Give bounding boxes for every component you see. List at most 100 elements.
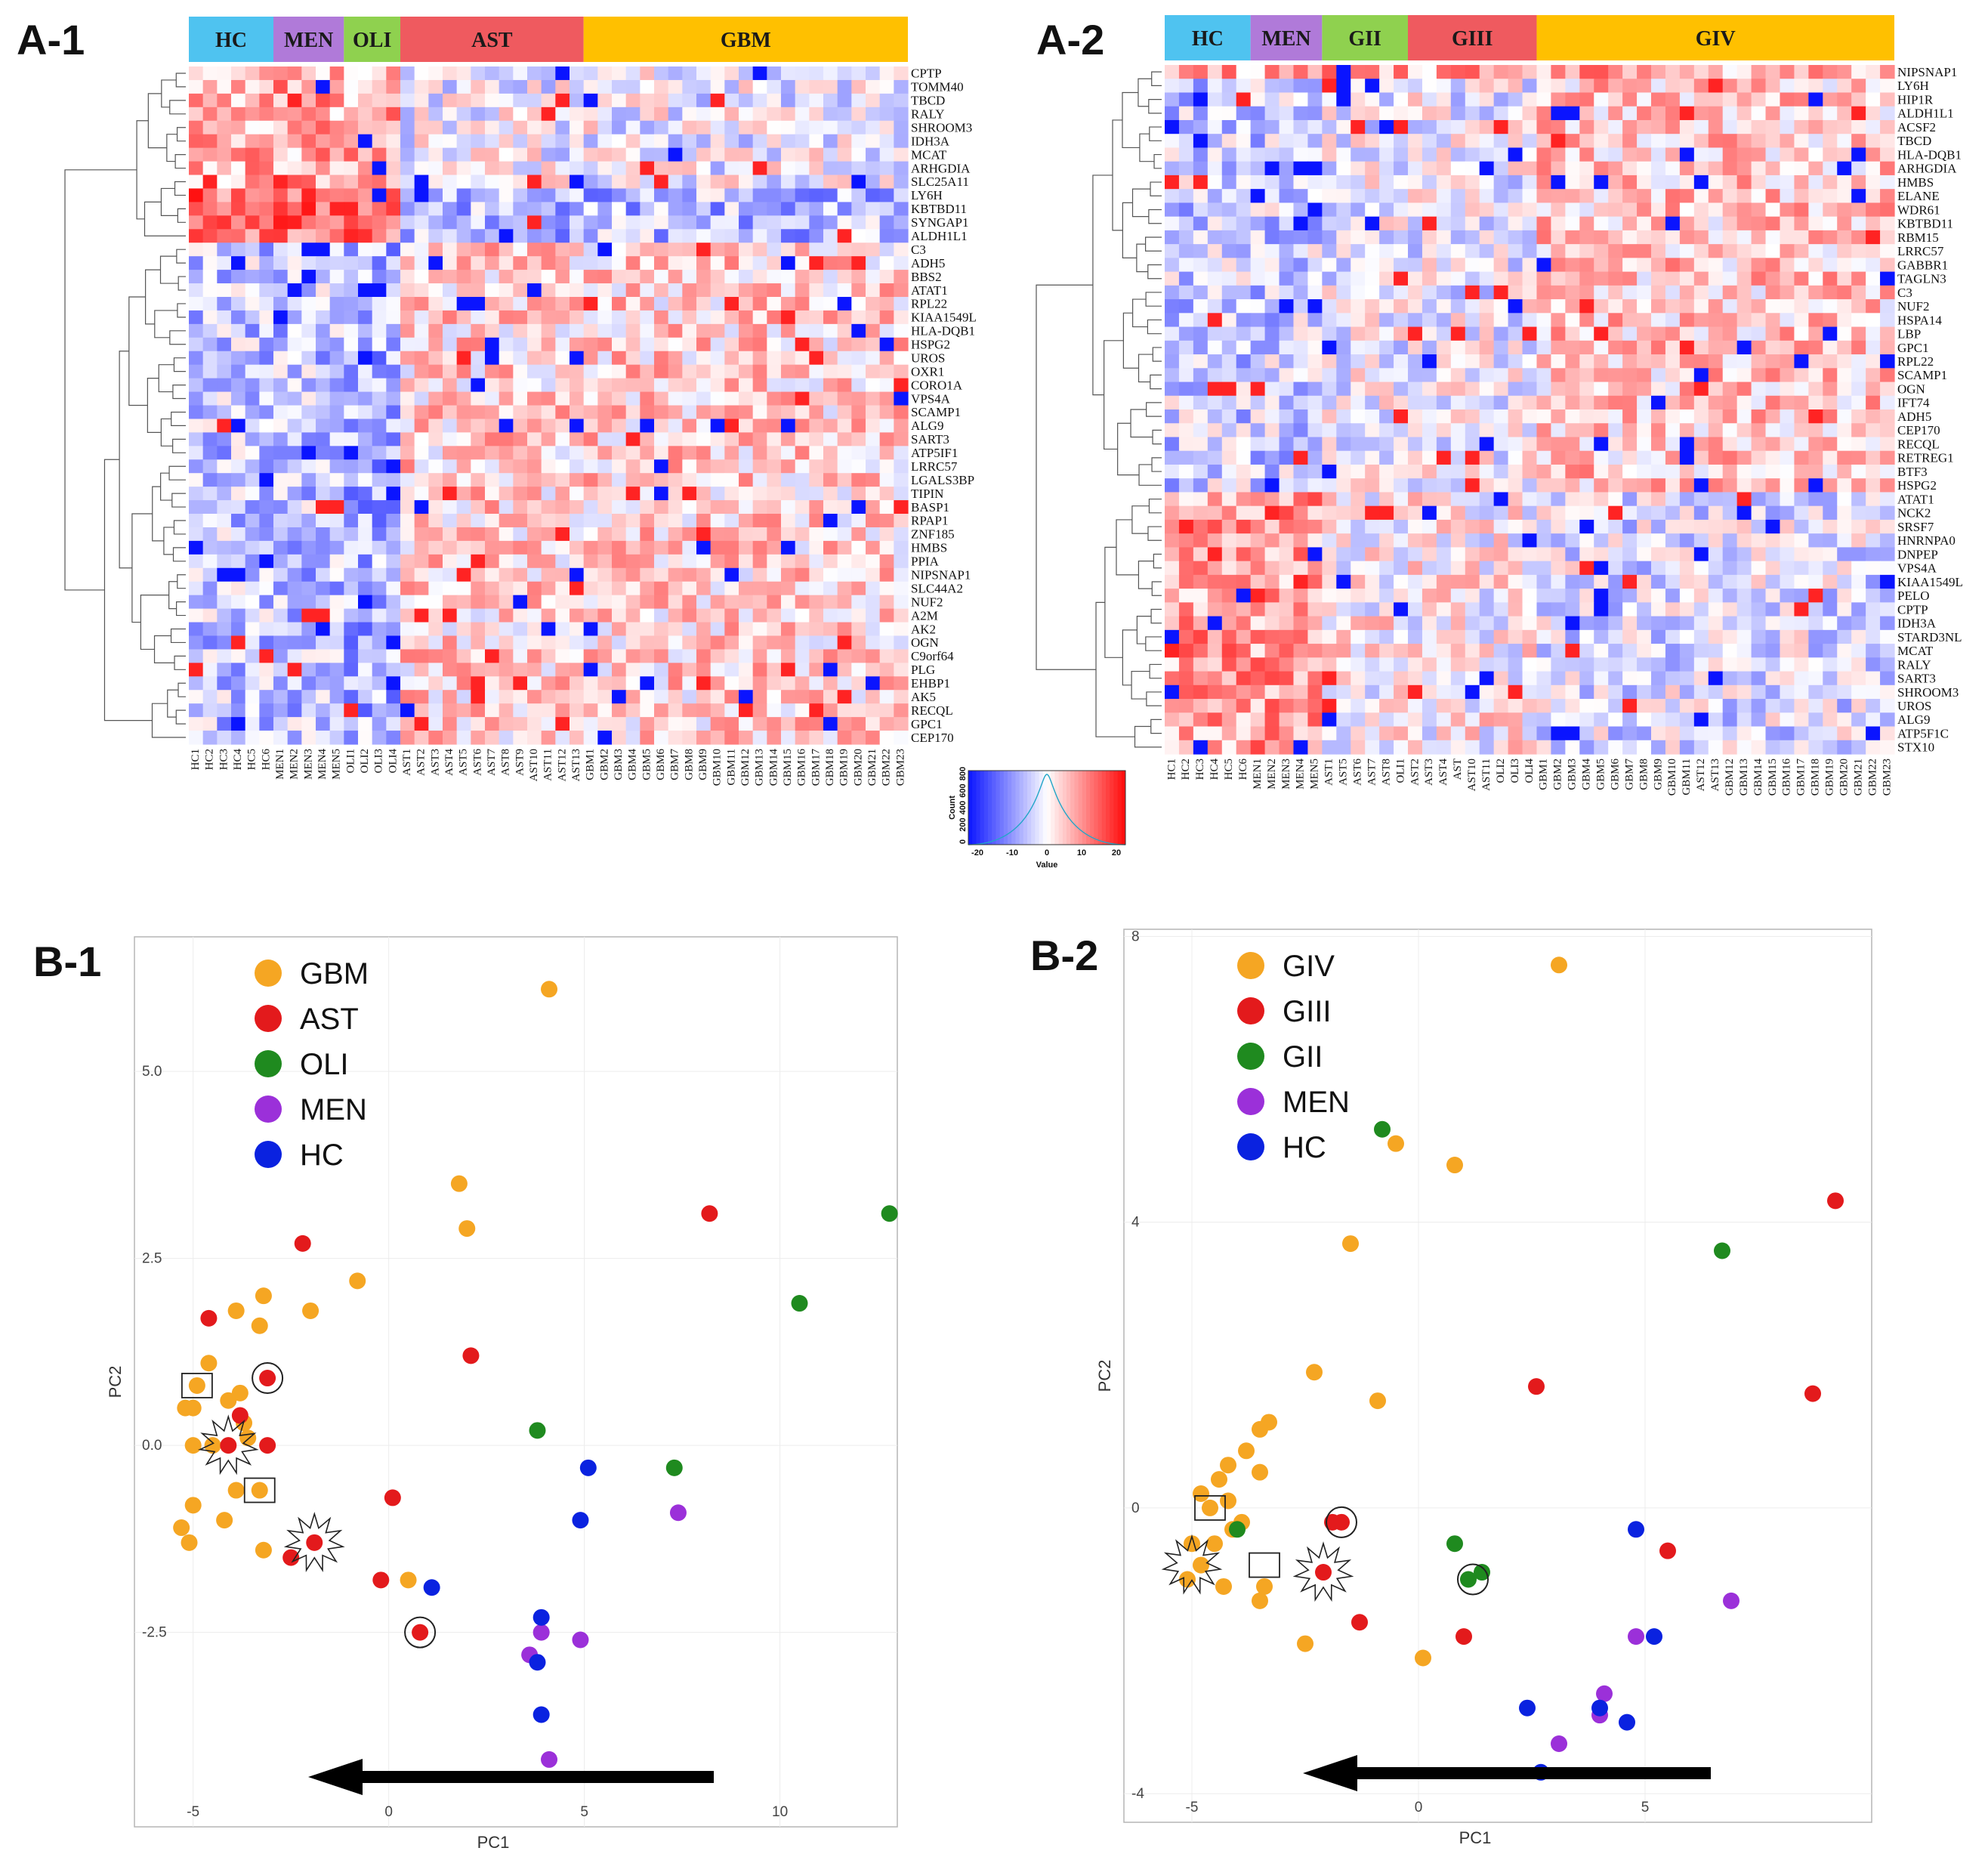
heatmap-cell	[1608, 175, 1623, 190]
heatmap-cell	[231, 202, 246, 216]
heatmap-cell	[1594, 147, 1609, 162]
heatmap-cell	[1736, 616, 1752, 631]
heatmap-cell	[1622, 561, 1638, 576]
heatmap-cell	[654, 527, 669, 542]
heatmap-cell	[541, 595, 556, 610]
heatmap-cell	[1479, 519, 1495, 534]
heatmap-cell	[443, 635, 458, 650]
heatmap-cell	[1336, 340, 1351, 355]
heatmap-cell	[1165, 161, 1180, 176]
heatmap-cell	[1379, 450, 1394, 465]
heatmap-cell	[879, 79, 894, 94]
heatmap-cell	[400, 79, 415, 94]
heatmap-cell	[795, 405, 810, 420]
heatmap-cell	[1207, 106, 1223, 121]
heatmap-cell	[1780, 134, 1795, 149]
heatmap-cell	[1837, 299, 1852, 314]
heatmap-cell	[231, 554, 246, 569]
heatmap-cell	[809, 351, 824, 366]
heatmap-cell	[1880, 354, 1895, 369]
heatmap-cell	[625, 419, 641, 433]
row-label: VPS4A	[911, 391, 951, 406]
heatmap-cell	[1679, 134, 1695, 149]
heatmap-cell	[1751, 589, 1767, 603]
heatmap-cell	[386, 595, 401, 610]
heatmap-cell	[879, 459, 894, 474]
heatmap-cell	[485, 649, 500, 663]
heatmap-cell	[640, 663, 655, 677]
heatmap-cell	[1365, 202, 1380, 218]
heatmap-cell	[866, 527, 881, 542]
heatmap-cell	[485, 581, 500, 596]
heatmap-cell	[1679, 519, 1695, 534]
heatmap-cell	[837, 731, 852, 745]
heatmap-cell	[894, 608, 909, 623]
heatmap-cell	[372, 229, 387, 243]
heatmap-cell	[1665, 589, 1681, 603]
heatmap-cell	[344, 161, 359, 176]
heatmap-cell	[1708, 464, 1724, 479]
heatmap-cell	[612, 703, 627, 718]
heatmap-cell	[1365, 602, 1380, 617]
heatmap-cell	[739, 337, 754, 352]
heatmap-cell	[287, 283, 302, 298]
heatmap-cell	[1351, 147, 1366, 162]
heatmap-cell	[1565, 79, 1580, 94]
heatmap-cell	[456, 635, 471, 650]
heatmap-cell	[471, 351, 486, 366]
heatmap-cell	[837, 161, 852, 176]
heatmap-cell	[287, 270, 302, 284]
heatmap-cell	[583, 378, 598, 393]
heatmap-cell	[1351, 616, 1366, 631]
heatmap-cell	[879, 215, 894, 230]
heatmap-cell	[1708, 106, 1724, 121]
heatmap-cell	[316, 256, 331, 270]
heatmap-cell	[428, 215, 443, 230]
heatmap-cell	[1594, 340, 1609, 355]
heatmap-cell	[400, 432, 415, 447]
heatmap-cell	[739, 323, 754, 338]
heatmap-cell	[231, 79, 246, 94]
heatmap-cell	[696, 487, 712, 501]
heatmap-cell	[1508, 464, 1523, 479]
heatmap-cell	[1866, 313, 1881, 328]
heatmap-cell	[1837, 533, 1852, 548]
heatmap-cell	[1479, 244, 1495, 258]
heatmap-cell	[640, 527, 655, 542]
heatmap-cell	[287, 161, 302, 176]
heatmap-cell	[1250, 354, 1266, 369]
heatmap-cell	[724, 147, 739, 162]
heatmap-cell	[1221, 189, 1237, 203]
heatmap-cell	[1837, 271, 1852, 286]
heatmap-cell	[1866, 589, 1881, 603]
heatmap-cell	[1808, 258, 1823, 273]
heatmap-cell	[795, 432, 810, 447]
heatmap-cell	[1851, 326, 1866, 341]
heatmap-cell	[372, 296, 387, 311]
heatmap-cell	[1365, 423, 1380, 438]
heatmap-cell	[1322, 313, 1337, 328]
heatmap-cell	[1394, 547, 1409, 562]
heatmap-cell	[372, 243, 387, 257]
heatmap-cell	[316, 405, 331, 420]
heatmap-cell	[1665, 423, 1681, 438]
heatmap-cell	[513, 446, 528, 460]
heatmap-cell	[386, 243, 401, 257]
heatmap-cell	[781, 120, 796, 135]
heatmap-cell	[1293, 119, 1309, 134]
heatmap-cell	[1780, 161, 1795, 176]
heatmap-cell	[1722, 313, 1738, 328]
heatmap-cell	[1221, 299, 1237, 314]
heatmap-cell	[217, 296, 232, 311]
heatmap-cell	[1679, 106, 1695, 121]
heatmap-cell	[372, 663, 387, 677]
heatmap-cell	[1880, 134, 1895, 149]
heatmap-cell	[428, 635, 443, 650]
heatmap-cell	[1207, 395, 1223, 410]
heatmap-cell	[259, 161, 274, 176]
column-label: AST2	[415, 749, 428, 776]
heatmap-cell	[555, 432, 570, 447]
heatmap-cell	[894, 405, 909, 420]
heatmap-cell	[372, 731, 387, 745]
heatmap-cell	[527, 66, 542, 81]
